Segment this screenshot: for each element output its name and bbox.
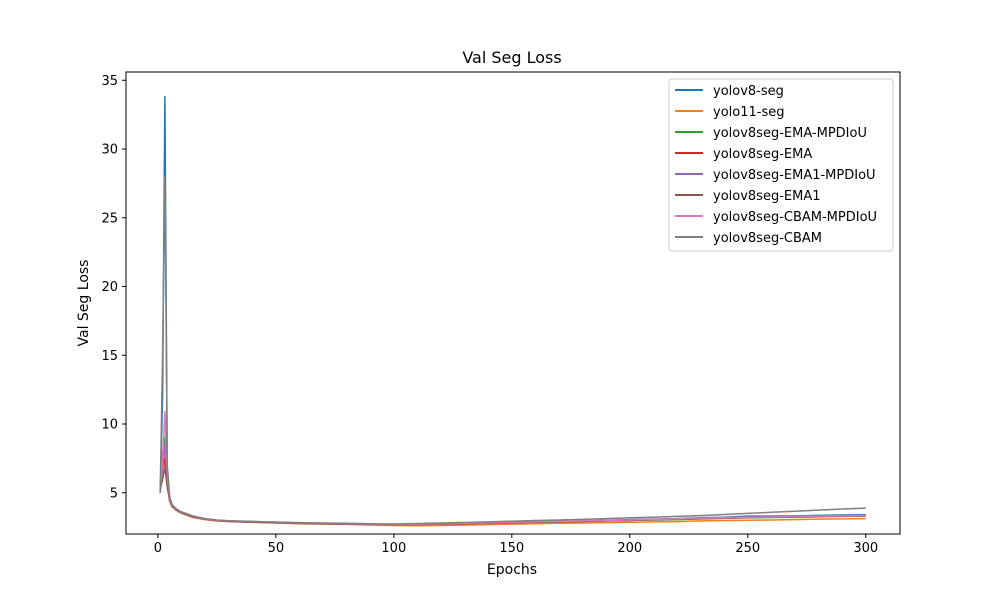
y-tick-label: 35 (101, 74, 118, 89)
x-tick-label: 0 (154, 541, 162, 556)
y-tick-label: 5 (110, 486, 118, 501)
x-tick-label: 300 (853, 541, 878, 556)
legend-label-1: yolo11-seg (713, 105, 784, 120)
x-tick-label: 50 (268, 541, 285, 556)
legend-label-2: yolov8seg-EMA-MPDIoU (713, 126, 867, 141)
x-tick-label: 250 (735, 541, 760, 556)
y-axis-ticks: 5 10 15 20 25 30 35 (101, 74, 126, 501)
series-line-7 (159, 175, 866, 525)
legend-label-4: yolov8seg-EMA1-MPDIoU (713, 168, 876, 183)
x-axis-label: Epochs (487, 562, 537, 578)
legend-label-0: yolov8-seg (713, 84, 784, 99)
x-tick-label: 100 (381, 541, 406, 556)
legend: yolov8-seg yolo11-seg yolov8seg-EMA-MPDIoU… (668, 78, 894, 252)
legend-box (668, 78, 894, 252)
legend-label-3: yolov8seg-EMA (713, 147, 812, 162)
y-tick-label: 10 (101, 418, 118, 433)
x-tick-label: 150 (499, 541, 524, 556)
legend-label-6: yolov8seg-CBAM-MPDIoU (713, 210, 877, 225)
x-tick-label: 200 (617, 541, 642, 556)
x-axis-ticks: 0 50 100 150 200 250 300 (154, 534, 878, 556)
plot-lines (159, 96, 866, 527)
chart-title: Val Seg Loss (462, 48, 561, 67)
y-tick-label: 20 (101, 280, 118, 295)
plot-frame (125, 71, 901, 535)
legend-label-5: yolov8seg-EMA1 (713, 189, 821, 204)
y-tick-label: 25 (101, 211, 118, 226)
legend-label-7: yolov8seg-CBAM (713, 231, 822, 246)
y-tick-label: 15 (101, 349, 118, 364)
y-tick-label: 30 (101, 143, 118, 158)
y-axis-label: Val Seg Loss (76, 260, 92, 347)
